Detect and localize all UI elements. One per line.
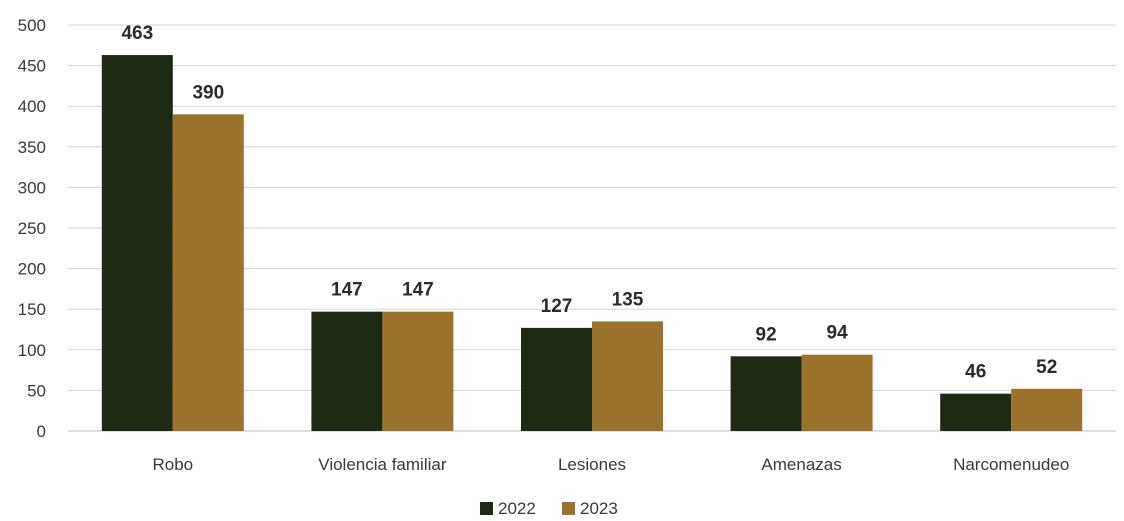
y-tick-label: 450: [18, 57, 46, 76]
x-category-label: Narcomenudeo: [953, 455, 1069, 474]
legend-swatch-2022: [480, 502, 493, 515]
legend-label: 2023: [580, 499, 618, 518]
y-tick-label: 200: [18, 260, 46, 279]
data-label: 463: [121, 23, 153, 44]
data-label: 390: [192, 82, 224, 103]
bars: [101, 55, 1083, 431]
x-category-label: Violencia familiar: [318, 455, 447, 474]
y-tick-label: 50: [27, 381, 46, 400]
data-label: 127: [541, 296, 573, 317]
y-axis-ticks: 0 50 100 150 200 250 300 350 400 450 500: [18, 16, 46, 441]
y-tick-label: 300: [18, 178, 46, 197]
bar-2023: [1011, 388, 1083, 431]
data-label: 147: [331, 280, 363, 301]
y-tick-label: 500: [18, 16, 46, 35]
legend-swatch-2023: [562, 502, 575, 515]
legend-label: 2022: [498, 499, 536, 518]
bar-2022: [101, 55, 173, 431]
bar-2023: [801, 354, 873, 431]
data-label: 135: [612, 289, 644, 310]
x-axis-categories: Robo Violencia familiar Lesiones Amenazas Na…: [152, 455, 1069, 474]
bar-2023: [592, 321, 663, 431]
bar-2023: [172, 114, 244, 431]
y-tick-label: 150: [18, 300, 46, 319]
bar-2022: [940, 393, 1012, 431]
bar-2022: [730, 356, 802, 431]
data-labels: 463 390 147 147 127 135 92 94 46 52: [121, 23, 1057, 383]
data-label: 147: [402, 280, 434, 301]
bar-2023: [382, 311, 454, 431]
bar-2022: [311, 311, 383, 431]
data-label: 92: [756, 324, 777, 345]
y-tick-label: 100: [18, 341, 46, 360]
x-category-label: Robo: [152, 455, 193, 474]
y-tick-label: 350: [18, 138, 46, 157]
y-tick-label: 400: [18, 97, 46, 116]
data-label: 94: [827, 323, 849, 344]
data-label: 52: [1036, 357, 1057, 378]
data-label: 46: [965, 362, 986, 383]
y-tick-label: 250: [18, 219, 46, 238]
x-category-label: Lesiones: [558, 455, 626, 474]
x-category-label: Amenazas: [761, 455, 841, 474]
y-tick-label: 0: [37, 422, 46, 441]
bar-2022: [521, 327, 592, 431]
legend: 2022 2023: [480, 499, 618, 518]
